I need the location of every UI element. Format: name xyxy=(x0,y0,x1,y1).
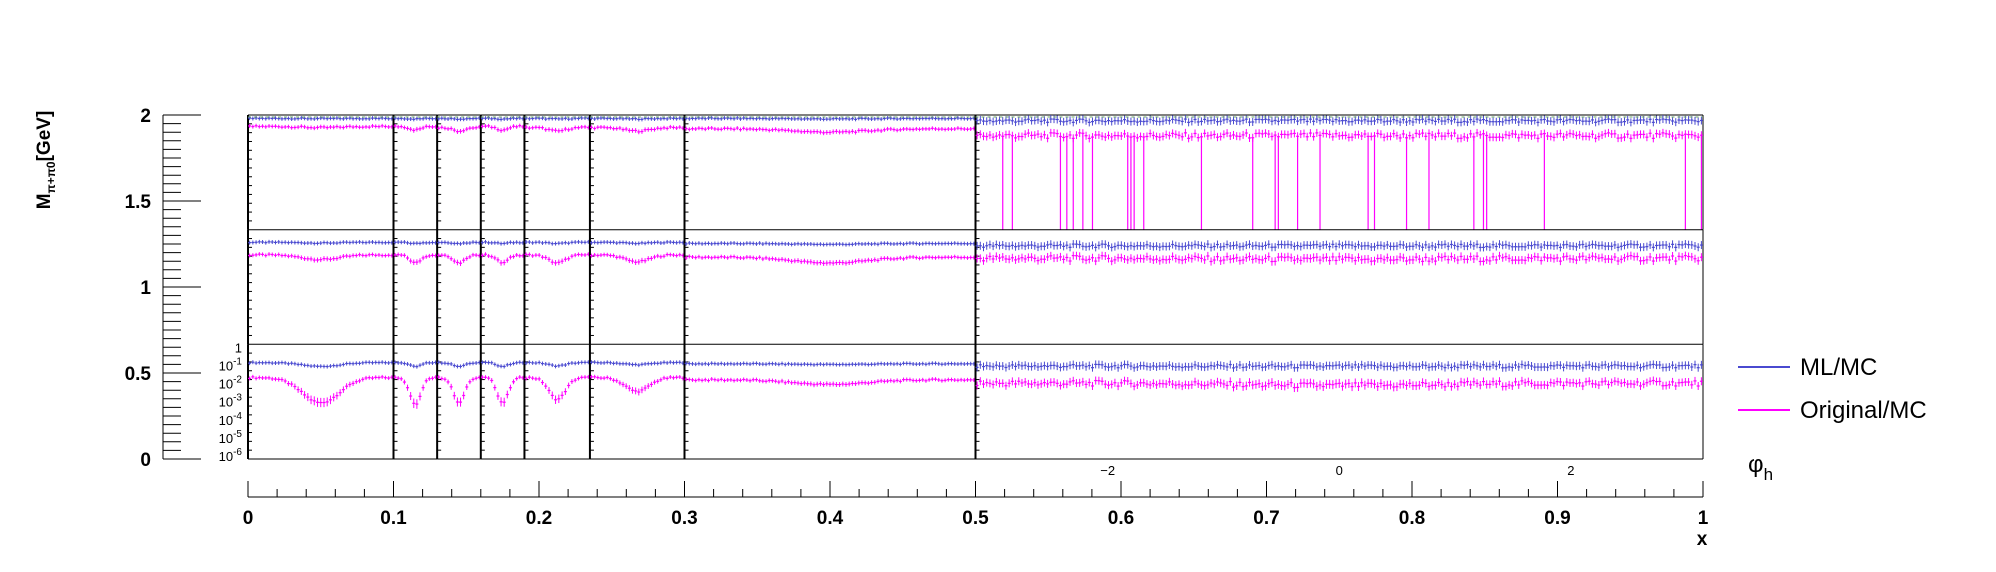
cell-panel xyxy=(588,114,685,230)
cell-panel xyxy=(974,343,1704,460)
cell-panel xyxy=(436,114,481,230)
cell-panel xyxy=(523,343,590,460)
cell-panel xyxy=(436,343,481,460)
cell-panel xyxy=(588,343,685,460)
cell-panel xyxy=(683,229,976,345)
cell-panel xyxy=(523,114,590,230)
cell-panel xyxy=(247,229,394,345)
cell-panel xyxy=(392,114,438,230)
cell-panel xyxy=(974,229,1704,345)
cell-panel xyxy=(588,229,685,345)
cell-grid xyxy=(247,114,1704,460)
cell-panel xyxy=(479,114,525,230)
cell-panel xyxy=(247,114,394,230)
cell-panel xyxy=(392,229,438,345)
cell-panel xyxy=(683,343,976,460)
cell-panel xyxy=(436,229,481,345)
cell-panel xyxy=(479,343,525,460)
cell-panel xyxy=(683,114,976,230)
cell-panel xyxy=(523,229,590,345)
cell-panel xyxy=(247,343,394,460)
cell-panel xyxy=(974,114,1704,230)
cell-panel xyxy=(479,229,525,345)
cell-panel xyxy=(392,343,438,460)
